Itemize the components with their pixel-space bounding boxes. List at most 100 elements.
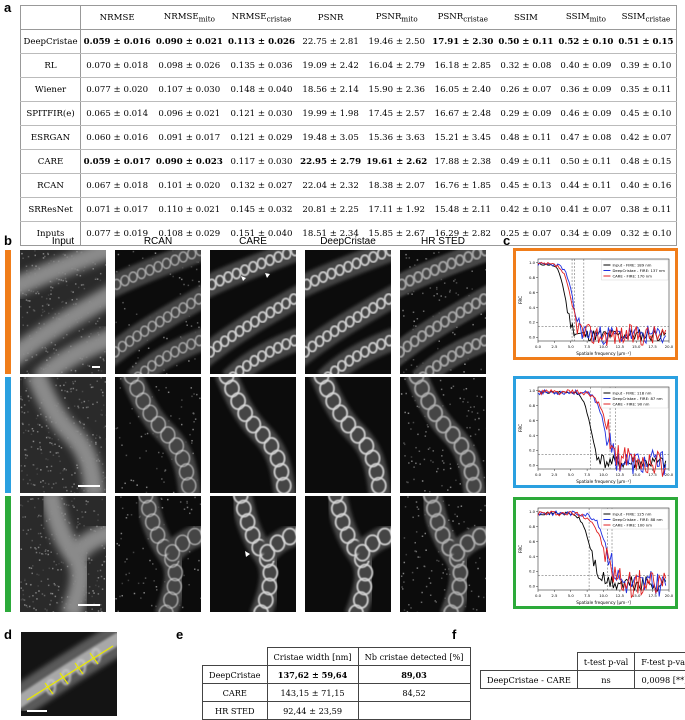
metric-cell: 0.32 ± 0.10 [616,222,677,246]
y-tick-label: 1.0 [529,509,536,514]
row-label: DeepCristae - CARE [481,671,578,689]
metric-cell: 0.101 ± 0.020 [153,174,225,198]
table-row: CARE 143,15 ± 71,15 84,52 [203,684,471,702]
y-tick-label: 0.4 [529,554,536,559]
header-cristae-width: Cristae width [nm] [267,648,358,666]
y-tick-label: 0.2 [529,320,536,325]
column-header: NRMSEcristae [225,6,297,30]
column-header-hr-sted: HR STED [400,236,486,247]
micrograph-deepcristae-row-1 [305,250,391,374]
row-label: ESRGAN [21,126,81,150]
metric-cell: 20.81 ± 2.25 [298,198,364,222]
micrograph-deepcristae-row-2 [305,377,391,493]
metric-cell: 0.34 ± 0.09 [556,222,616,246]
x-tick-label: 10.0 [599,593,608,598]
metric-cell: 0.060 ± 0.016 [81,126,154,150]
y-tick-label: 0.2 [529,448,536,453]
x-tick-label: 5.0 [568,344,575,349]
cell-nb: 84,52 [358,684,470,702]
column-header-input: Input [20,236,106,247]
metric-cell: 16.76 ± 1.85 [430,174,496,198]
column-header: SSIMmito [556,6,616,30]
x-axis-label: Spatiale frequency [μm⁻¹] [576,479,631,484]
x-tick-label: 12.5 [616,344,625,349]
metric-cell: 0.059 ± 0.016 [81,30,154,54]
x-tick-label: 12.5 [616,472,625,477]
y-tick-label: 0.4 [529,433,536,438]
micrograph-hr-sted-row-1 [400,250,486,374]
row-label: CARE [21,150,81,174]
cell-t-test: ns [577,671,634,689]
metric-cell: 22.95 ± 2.79 [298,150,364,174]
row-label: DeepCristae [21,30,81,54]
metric-cell: 0.45 ± 0.13 [496,174,556,198]
micrograph-care-row-3 [210,496,296,612]
column-header-rcan: RCAN [115,236,201,247]
row-label: CARE [203,684,268,702]
panel-label-a: a [4,0,11,15]
metric-cell: 0.135 ± 0.036 [225,54,297,78]
metric-cell: 0.42 ± 0.07 [616,126,677,150]
metric-cell: 0.45 ± 0.10 [616,102,677,126]
micrograph-input-row-2 [20,377,106,493]
metric-cell: 0.077 ± 0.020 [81,78,154,102]
metric-cell: 0.110 ± 0.021 [153,198,225,222]
x-tick-label: 17.5 [648,344,657,349]
x-tick-label: 2.5 [551,344,558,349]
x-axis-label: Spatiale frequency [μm⁻¹] [576,351,631,356]
header-t-test: t-test p-val [577,653,634,671]
y-axis-label: FRC [518,296,523,304]
y-tick-label: 0.8 [529,275,536,280]
x-tick-label: 20.0 [665,593,674,598]
micrograph-care-row-1 [210,250,296,374]
row-label: DeepCristae [203,666,268,684]
metric-cell: 0.090 ± 0.021 [153,30,225,54]
column-header: SSIM [496,6,556,30]
row-label: RL [21,54,81,78]
metric-cell: 0.071 ± 0.017 [81,198,154,222]
panel-label-d: d [4,627,12,642]
table-row: DeepCristae - CARE ns 0,0098 [**] [481,671,685,689]
metric-cell: 0.40 ± 0.09 [556,54,616,78]
metric-cell: 0.42 ± 0.10 [496,198,556,222]
y-tick-label: 1.0 [529,388,536,393]
metric-cell: 0.32 ± 0.08 [496,54,556,78]
metric-cell: 0.48 ± 0.11 [496,126,556,150]
x-tick-label: 7.5 [584,593,591,598]
metric-cell: 22.04 ± 2.32 [298,174,364,198]
metric-cell: 0.113 ± 0.026 [225,30,297,54]
x-tick-label: 17.5 [648,472,657,477]
column-header: NRMSEmito [153,6,225,30]
x-tick-label: 0.0 [535,344,542,349]
y-tick-label: 0.8 [529,403,536,408]
statistics-table: t-test p-val F-test p-val DeepCristae - … [480,652,685,689]
panel-label-e: e [176,627,183,642]
metric-cell: 0.41 ± 0.07 [556,198,616,222]
header-nb-cristae: Nb cristae detected [%] [358,648,470,666]
metric-cell: 0.145 ± 0.032 [225,198,297,222]
metric-cell: 17.88 ± 2.38 [430,150,496,174]
legend-entry: Input - FIRE: 118 nm [612,390,651,395]
column-header: NRMSE [81,6,154,30]
micrograph-rcan-row-1 [115,250,201,374]
metric-cell: 19.48 ± 3.05 [298,126,364,150]
table-row: DeepCristae 137,62 ± 59,64 89,03 [203,666,471,684]
x-tick-label: 20.0 [665,344,674,349]
x-tick-label: 10.0 [599,472,608,477]
column-header: PSNR [298,6,364,30]
panel-label-c: c [503,233,510,248]
metric-cell: 0.132 ± 0.027 [225,174,297,198]
cell-f-test: 0,0098 [**] [635,671,685,689]
metric-cell: 19.46 ± 2.50 [364,30,430,54]
x-tick-label: 15.0 [632,344,641,349]
